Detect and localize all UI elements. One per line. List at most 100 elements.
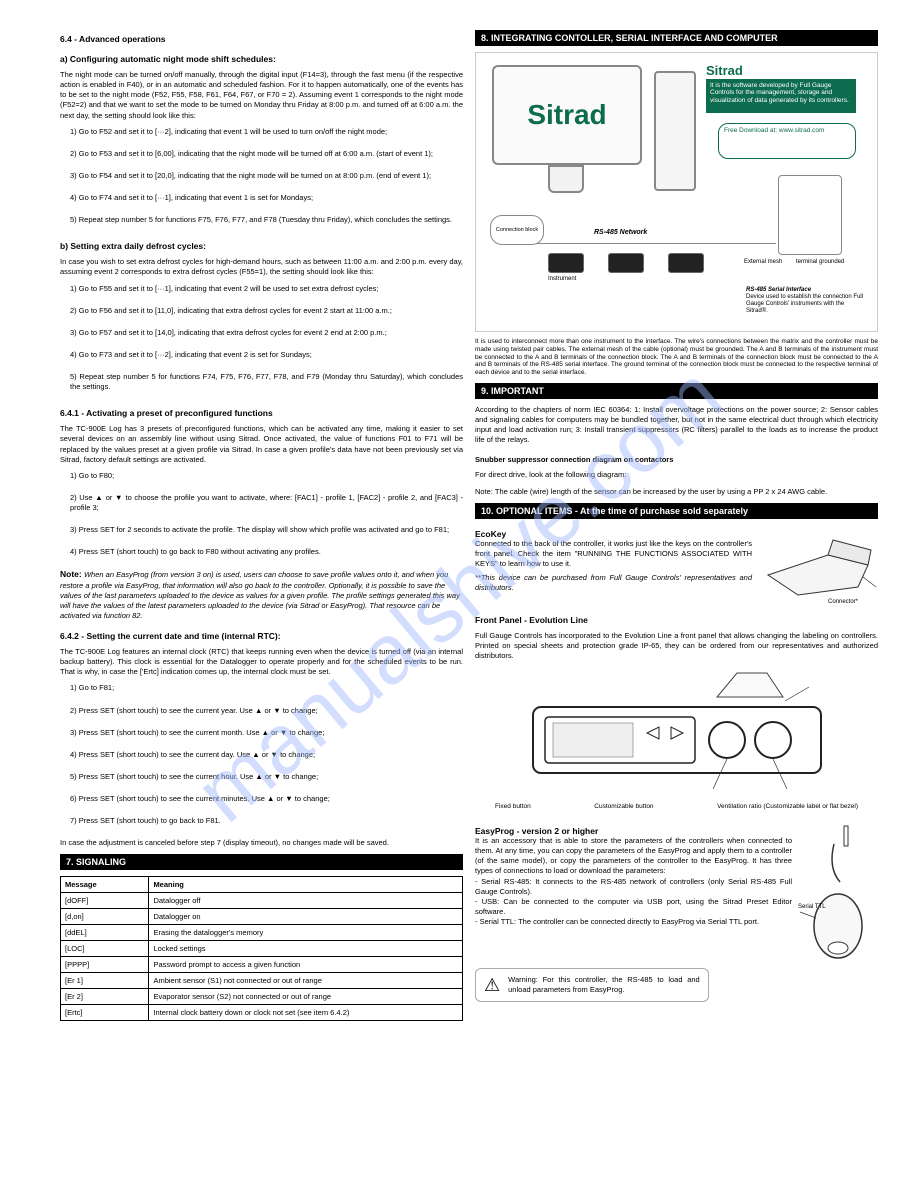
rs485-description: RS-485 Serial Interface Device used to e… [746,287,866,315]
signaling-col-meaning: Meaning [149,877,463,893]
svg-text:Serial TTL: Serial TTL [798,904,826,910]
snubber-head: Snubber suppressor connection diagram on… [475,455,878,464]
diagram-monitor: Sitrad [492,65,642,165]
preset-body: The TC-900E Log has 3 presets of preconf… [60,424,463,465]
frontpanel-body: Full Gauge Controls has incorporated to … [475,631,878,661]
table-row: [dOFF]Datalogger off [61,893,463,909]
sitrad-small-label: Sitrad [706,63,743,78]
front-panel-figure [475,667,878,797]
ecokey-body: Connected to the back of the controller,… [475,539,752,569]
ecokey-footnote: **This device can be purchased from Full… [475,573,752,593]
table-row: [PPPP]Password prompt to access a given … [61,957,463,973]
connection-block: Connection block [490,215,544,245]
section-important: 9. IMPORTANT [475,383,878,399]
grounded-label: terminal grounded [796,259,844,265]
rtc-step-4: 4) Press SET (short touch) to see the cu… [70,750,463,760]
preset-step-2: 2) Use ▲ or ▼ to choose the profile you … [70,493,463,513]
preset-step-3: 3) Press SET for 2 seconds to activate t… [70,525,463,535]
rtc-head: 6.4.2 - Setting the current date and tim… [60,631,463,641]
rtc-step-3: 3) Press SET (short touch) to see the cu… [70,728,463,738]
section-optional: 10. OPTIONAL ITEMS - At the time of purc… [475,503,878,519]
rtc-step-5: 5) Press SET (short touch) to see the cu… [70,772,463,782]
preset-note-head: Note: [60,569,82,579]
diagram-instrument [548,253,584,273]
diagram-pc-tower [654,71,696,191]
easyprog-item-1: - Serial RS-485: It connects to the RS-4… [475,877,792,897]
easyprog-item-2: - USB: Can be connected to the computer … [475,897,792,917]
easyprog-block: EasyProg - version 2 or higher It is an … [475,822,878,962]
easyprog-illustration: Serial TTL [798,822,878,962]
ecokey-illustration: Connector* [758,525,878,605]
defrost-step-5: 5) Repeat step number 5 for functions F7… [70,372,463,392]
advanced-title: 6.4 - Advanced operations [60,34,463,44]
signaling-col-message: Message [61,877,149,893]
frontpanel-head: Front Panel - Evolution Line [475,615,878,625]
rtc-step-2: 2) Press SET (short touch) to see the cu… [70,706,463,716]
diagram-instrument [668,253,704,273]
rtc-step-1: 1) Go to F81; [70,683,463,693]
table-row: [Ertc]Internal clock battery down or clo… [61,1005,463,1021]
sitrad-diagram: Sitrad Sitrad It is the software develop… [475,52,878,332]
extra-defrost-head: b) Setting extra daily defrost cycles: [60,241,463,251]
rtc-step-6: 6) Press SET (short touch) to see the cu… [70,794,463,804]
preset-step-4: 4) Press SET (short touch) to go back to… [70,547,463,557]
ecokey-head: EcoKey [475,529,752,539]
vent-label: Ventilation ratio (Customizable label or… [717,803,858,810]
important-note: For direct drive, look at the following … [475,470,878,480]
warning-box: ⚠ Warning: For this controller, the RS-4… [475,968,709,1002]
fixed-button-label: Fixed button [495,803,531,810]
warning-text: Warning: For this controller, the RS-485… [508,975,700,995]
rtc-p1: The TC-900E Log features an internal clo… [60,647,463,677]
preset-head: 6.4.1 - Activating a preset of preconfig… [60,408,463,418]
external-mesh-label: External mesh [744,259,782,265]
table-row: [Er 2]Evaporator sensor (S2) not connect… [61,989,463,1005]
defrost-step-1: 1) Go to F55 and set it to [···1], indic… [70,284,463,294]
warning-icon: ⚠ [484,976,500,994]
night-step-2: 2) Go to F53 and set it to [6,00], indic… [70,149,463,159]
sitrad-description-box: It is the software developed by Full Gau… [706,79,856,113]
page-root: 6.4 - Advanced operations a) Configuring… [0,0,918,1188]
defrost-step-3: 3) Go to F57 and set it to [14,0], indic… [70,328,463,338]
rs485-title: RS-485 Serial Interface [746,287,811,293]
night-step-4: 4) Go to F74 and set it to [···1], indic… [70,193,463,203]
rtc-step-7: 7) Press SET (short touch) to go back to… [70,816,463,826]
table-row: [d,on]Datalogger on [61,909,463,925]
svg-text:Connector*: Connector* [828,599,859,605]
section-sitrad: 8. INTEGRATING CONTOLLER, SERIAL INTERFA… [475,30,878,46]
sitrad-bottom-desc: It is used to interconnect more than one… [475,338,878,377]
sitrad-logo: Sitrad [527,99,606,131]
diagram-instrument [608,253,644,273]
rtc-p2: In case the adjustment is canceled befor… [60,838,463,848]
rs485-network-label: RS-485 Network [594,229,647,236]
download-callout: Free Download at: www.sitrad.com [718,123,856,159]
easyprog-body: It is an accessory that is able to store… [475,836,792,877]
night-mode-intro: The night mode can be turned on/off manu… [60,70,463,121]
ecokey-block: EcoKey Connected to the back of the cont… [475,525,878,605]
night-step-5: 5) Repeat step number 5 for functions F7… [70,215,463,225]
right-column: 8. INTEGRATING CONTOLLER, SERIAL INTERFA… [475,30,878,1168]
night-mode-head: a) Configuring automatic night mode shif… [60,54,463,64]
night-step-1: 1) Go to F52 and set it to [···2], indic… [70,127,463,137]
rs485-interface-box [778,175,842,255]
defrost-step-2: 2) Go to F56 and set it to [11,0], indic… [70,306,463,316]
diagram-wire [536,243,776,244]
section-signaling: 7. SIGNALING [60,854,463,870]
rs485-body: Device used to establish the connection … [746,294,863,314]
custom-button-label: Customizable button [594,803,653,810]
defrost-step-4: 4) Go to F73 and set it to [···2], indic… [70,350,463,360]
left-column: 6.4 - Advanced operations a) Configuring… [60,30,463,1168]
table-row: [ddEL]Erasing the datalogger's memory [61,925,463,941]
preset-note: When an EasyProg (from version 3 on) is … [60,570,460,620]
night-step-3: 3) Go to F54 and set it to [20,0], indic… [70,171,463,181]
preset-step-1: 1) Go to F80; [70,471,463,481]
important-footer: Note: The cable (wire) length of the sen… [475,487,878,497]
table-row: [LOC]Locked settings [61,941,463,957]
diagram-monitor-stand [548,165,584,193]
easyprog-item-3: - Serial TTL: The controller can be conn… [475,917,792,927]
important-body: According to the chapters of norm IEC 60… [475,405,878,446]
signaling-table: Message Meaning [dOFF]Datalogger off [d,… [60,876,463,1021]
extra-defrost-intro: In case you wish to set extra defrost cy… [60,257,463,277]
instrument-label: Instrument [548,276,576,282]
easyprog-head: EasyProg - version 2 or higher [475,826,792,836]
table-row: [Er 1]Ambient sensor (S1) not connected … [61,973,463,989]
